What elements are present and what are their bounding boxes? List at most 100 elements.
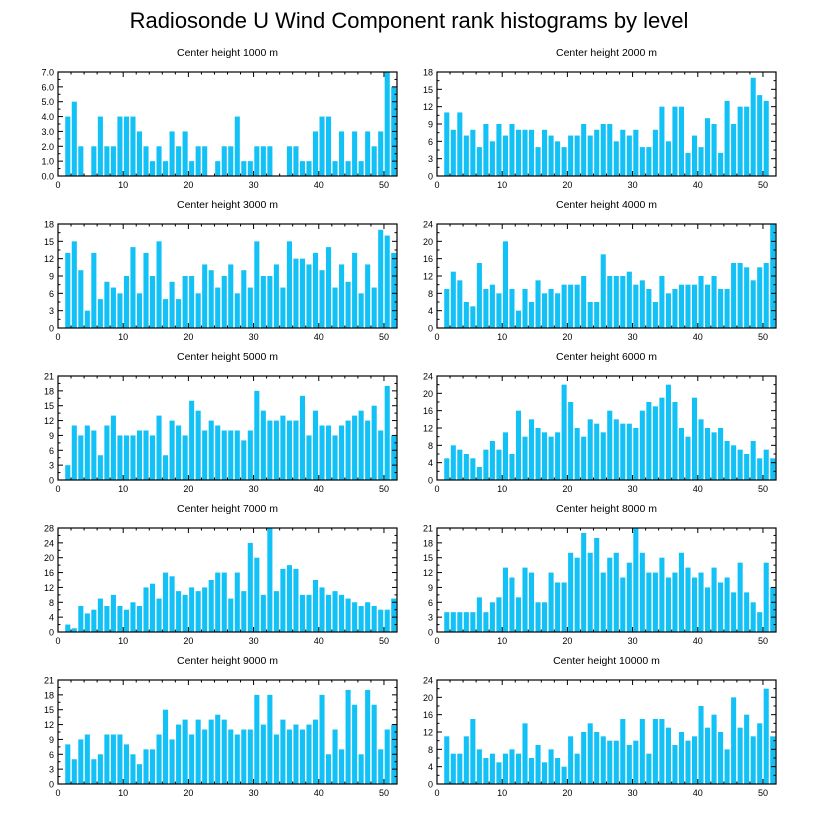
- bar: [163, 299, 169, 328]
- x-tick-label: 50: [379, 180, 389, 190]
- bar: [522, 289, 528, 328]
- bar: [639, 280, 645, 328]
- bar: [450, 445, 456, 480]
- bar: [665, 293, 671, 328]
- bar: [457, 280, 463, 328]
- bar: [123, 744, 129, 784]
- bar: [705, 587, 711, 632]
- bar: [672, 745, 678, 784]
- bar: [104, 606, 110, 632]
- x-tick-label: 0: [55, 788, 60, 798]
- bar: [483, 289, 489, 328]
- bar: [241, 591, 247, 632]
- bar: [535, 147, 541, 176]
- bar: [123, 609, 129, 632]
- bar: [528, 302, 535, 328]
- bar: [744, 714, 750, 784]
- bar: [293, 724, 299, 784]
- bar: [378, 229, 384, 328]
- bar: [358, 161, 364, 176]
- bar: [587, 419, 593, 480]
- bar: [581, 732, 587, 784]
- y-tick-label: 9: [428, 583, 433, 593]
- bar: [574, 557, 580, 632]
- bar: [234, 734, 240, 784]
- y-tick-label: 8: [428, 289, 433, 299]
- bar: [215, 572, 221, 632]
- bar: [189, 400, 195, 480]
- bar: [65, 744, 71, 784]
- y-tick-label: 0: [428, 780, 433, 790]
- bar: [391, 435, 397, 480]
- bar: [665, 727, 671, 784]
- bar: [646, 402, 652, 480]
- x-tick-label: 30: [249, 332, 259, 342]
- y-tick-label: 1.0: [41, 157, 54, 167]
- bar: [581, 436, 587, 480]
- bar: [293, 420, 299, 480]
- x-tick-label: 50: [758, 332, 768, 342]
- bar: [587, 552, 593, 632]
- bar: [352, 602, 358, 632]
- bar: [71, 759, 77, 784]
- x-tick-label: 10: [118, 180, 128, 190]
- bar: [613, 141, 619, 176]
- histogram-panel-8: Center height 8000 m 0 3 6 9 12 15 18 21 0 10 20 30 4…: [423, 503, 777, 646]
- bar: [358, 293, 364, 328]
- bar: [763, 688, 769, 784]
- bar: [130, 602, 136, 632]
- bar: [273, 264, 279, 328]
- bar: [665, 384, 671, 480]
- bar: [659, 106, 665, 176]
- bar: [136, 293, 143, 328]
- bar: [163, 572, 169, 632]
- bar: [633, 528, 639, 632]
- bar: [594, 537, 600, 632]
- histogram-panel-7: Center height 7000 m 0 4 8 12 16 20 24 28 0 10 20 30…: [44, 503, 398, 646]
- bar: [685, 740, 691, 784]
- bar: [633, 129, 639, 176]
- bar: [208, 719, 214, 784]
- y-tick-label: 3: [428, 613, 433, 623]
- bar: [457, 449, 463, 480]
- bar: [91, 759, 97, 784]
- y-tick-label: 16: [44, 568, 54, 578]
- x-tick-label: 40: [314, 332, 324, 342]
- bar: [685, 436, 691, 480]
- x-tick-label: 0: [434, 180, 439, 190]
- bar: [731, 697, 737, 784]
- bar: [280, 719, 286, 784]
- bar: [444, 736, 450, 784]
- y-tick-label: 12: [423, 272, 433, 282]
- bar: [711, 567, 717, 632]
- bar: [71, 101, 77, 176]
- y-tick-label: 6: [49, 289, 54, 299]
- bar: [457, 612, 463, 632]
- bar: [228, 598, 234, 632]
- bar: [339, 594, 345, 632]
- bar: [156, 734, 162, 784]
- bar: [202, 587, 208, 632]
- bar: [286, 241, 292, 328]
- x-tick-label: 0: [434, 788, 439, 798]
- y-tick-label: 28: [44, 524, 54, 534]
- x-tick-label: 40: [693, 484, 703, 494]
- bar: [143, 587, 149, 632]
- bar: [299, 395, 306, 480]
- y-tick-label: 12: [44, 720, 54, 730]
- x-tick-label: 10: [497, 788, 507, 798]
- bar: [496, 293, 502, 328]
- x-tick-label: 50: [379, 484, 389, 494]
- bar: [332, 161, 338, 176]
- bar: [757, 612, 763, 632]
- y-tick-label: 12: [44, 416, 54, 426]
- y-tick-label: 21: [44, 676, 54, 686]
- bar: [509, 577, 515, 632]
- bar: [365, 131, 371, 176]
- bar: [652, 129, 658, 176]
- bar: [685, 284, 691, 328]
- bar: [234, 293, 240, 328]
- bar: [607, 410, 613, 480]
- bar: [78, 606, 84, 632]
- bar: [378, 131, 384, 176]
